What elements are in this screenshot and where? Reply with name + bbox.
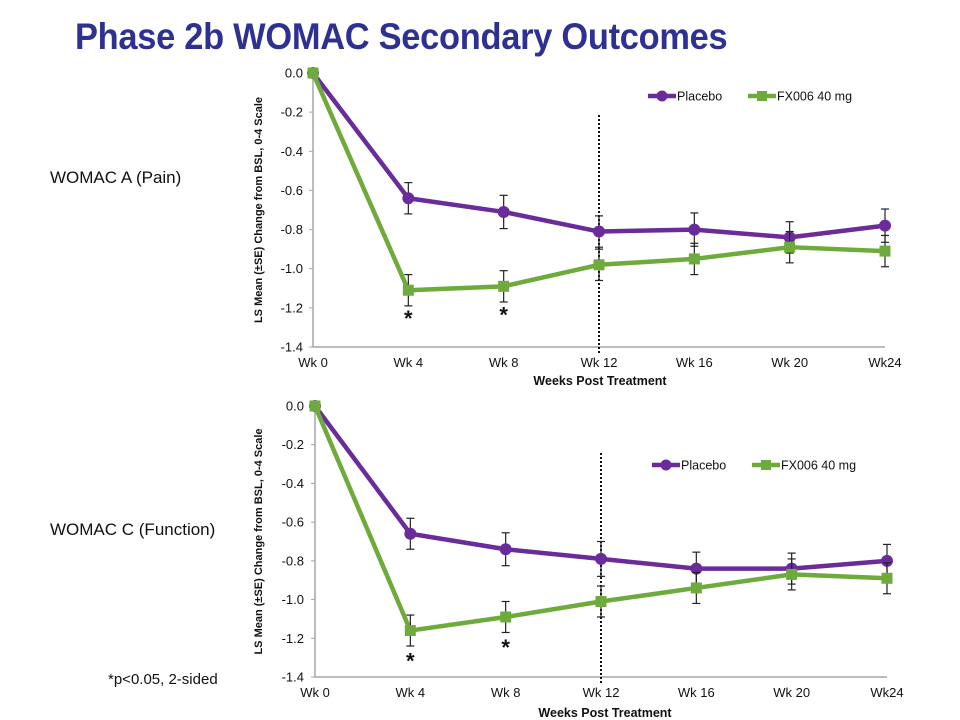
data-point-placebo	[499, 543, 512, 556]
womac-a-label: WOMAC A (Pain)	[50, 168, 182, 187]
data-point-fx006	[500, 611, 512, 623]
legend-marker-fx006	[757, 91, 767, 101]
y-tick-label: -0.4	[282, 476, 304, 491]
data-point-fx006	[595, 596, 607, 608]
significance-star: *	[404, 306, 413, 331]
data-point-placebo	[402, 192, 415, 205]
data-point-fx006	[784, 241, 796, 253]
legend-label-fx006: FX006 40 mg	[781, 459, 856, 473]
y-tick-label: -0.6	[282, 515, 304, 530]
data-point-placebo	[688, 223, 701, 236]
y-tick-label: -1.2	[281, 300, 303, 315]
footnote: *p<0.05, 2-sided	[108, 671, 218, 688]
slide-title: Phase 2b WOMAC Secondary Outcomes	[75, 16, 728, 57]
y-tick-label: -0.4	[281, 144, 303, 159]
legend-label-placebo: Placebo	[681, 459, 726, 473]
x-tick-label: Wk 0	[298, 355, 328, 370]
data-point-fx006	[404, 625, 416, 637]
legend-label-fx006: FX006 40 mg	[777, 90, 852, 104]
x-tick-label: Wk 12	[581, 355, 618, 370]
x-axis-title: Weeks Post Treatment	[533, 374, 667, 388]
x-tick-label: Wk 12	[583, 685, 620, 700]
y-tick-label: -1.4	[281, 340, 303, 355]
x-tick-label: Wk 8	[491, 685, 521, 700]
data-point-fx006	[593, 259, 605, 271]
y-tick-label: -1.0	[281, 261, 303, 276]
data-point-fx006	[690, 582, 702, 594]
significance-star: *	[499, 302, 508, 327]
x-tick-label: Wk 20	[773, 685, 810, 700]
legend-label-placebo: Placebo	[677, 90, 722, 104]
data-point-placebo	[881, 554, 893, 567]
data-point-placebo	[404, 527, 417, 540]
y-tick-label: -1.4	[282, 670, 304, 685]
data-point-fx006	[879, 245, 891, 257]
x-tick-label: Wk 20	[771, 355, 808, 370]
data-point-fx006	[881, 572, 893, 584]
y-tick-label: 0.0	[286, 399, 304, 414]
data-point-fx006	[688, 253, 700, 265]
data-point-placebo	[879, 219, 891, 232]
data-point-fx006	[786, 568, 798, 580]
data-point-fx006	[309, 400, 321, 412]
x-tick-label: Wk 0	[300, 685, 330, 700]
data-point-placebo	[690, 562, 703, 575]
x-tick-label: Wk24	[870, 685, 903, 700]
x-tick-label: Wk 4	[394, 355, 424, 370]
x-tick-label: Wk 4	[396, 685, 426, 700]
x-axis-title: Weeks Post Treatment	[538, 706, 672, 720]
significance-star: *	[501, 635, 510, 660]
data-point-placebo	[497, 205, 510, 218]
y-tick-label: -0.6	[281, 183, 303, 198]
y-axis-title: LS Mean (±SE) Change from BSL, 0-4 Scale	[253, 428, 265, 654]
y-tick-label: -1.2	[282, 631, 304, 646]
x-tick-label: Wk 16	[678, 685, 715, 700]
y-tick-label: -0.2	[281, 105, 303, 120]
y-tick-label: -0.8	[282, 553, 304, 568]
significance-star: *	[406, 649, 415, 674]
legend-marker-placebo	[656, 90, 668, 102]
y-tick-label: -0.8	[281, 222, 303, 237]
data-point-placebo	[593, 225, 605, 238]
x-tick-label: Wk 16	[676, 355, 713, 370]
legend-marker-fx006	[761, 460, 771, 470]
legend-marker-placebo	[660, 459, 672, 471]
x-tick-label: Wk 8	[489, 355, 519, 370]
y-tick-label: -1.0	[282, 592, 304, 607]
y-tick-label: -0.2	[282, 437, 304, 452]
data-point-placebo	[595, 552, 607, 565]
y-axis-title: LS Mean (±SE) Change from BSL, 0-4 Scale	[253, 97, 265, 323]
x-tick-label: Wk24	[868, 355, 901, 370]
womac-c-label: WOMAC C (Function)	[50, 520, 216, 539]
data-point-fx006	[307, 67, 319, 79]
data-point-fx006	[498, 280, 510, 292]
y-tick-label: 0.0	[285, 66, 303, 81]
data-point-fx006	[402, 284, 414, 296]
